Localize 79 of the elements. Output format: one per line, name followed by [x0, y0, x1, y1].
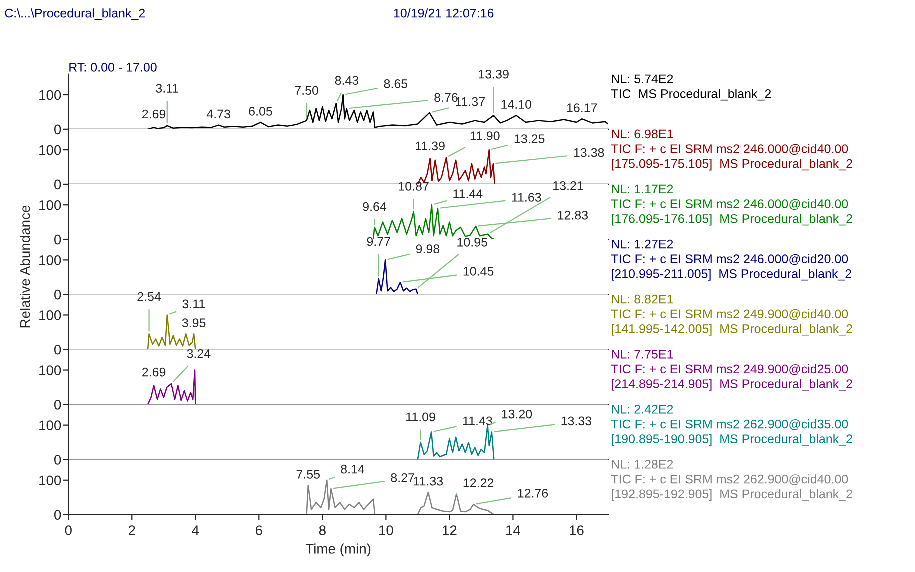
annotation: 2.69 [142, 110, 166, 119]
y-tick-label: 0 [54, 290, 62, 300]
line-series [417, 424, 495, 460]
text: NL: 1.27E2 TIC F: + c EI SRM ms2 246.000@cid20.00 [210.995-211.005] MS Procedural_blank_2 [611, 240, 852, 281]
annotation: 6.05 [249, 107, 272, 116]
text: NL: 6.98E1 TIC F: + c EI SRM ms2 246.000@cid40.00 [175.095-175.105] MS Procedural_blank_2 [611, 130, 852, 171]
x-tick-label: 14 [506, 526, 521, 536]
y-tick-label: 0 [54, 455, 62, 465]
annotation: 11.90 [470, 132, 500, 140]
y-tick-label: 100 [40, 90, 62, 100]
annotation: 13.38 [574, 148, 604, 158]
annotation: 13.25 [514, 134, 545, 144]
annotation: 8.27 [391, 474, 414, 482]
text: NL: 2.42E2 TIC F: + c EI SRM ms2 262.900@cid35.00 [190.895-190.905] MS Procedural_blank_2 [611, 405, 852, 446]
annotation: 10.87 [399, 182, 429, 191]
text: NL: 7.75E1 TIC F: + c EI SRM ms2 249.900@cid25.00 [214.895-214.905] MS Procedural_blank_2 [611, 350, 852, 391]
line-series [376, 260, 419, 295]
annotation: 12.22 [464, 478, 494, 488]
annotation: 3.95 [182, 318, 206, 328]
x-tick-label: 12 [443, 526, 457, 536]
annotation: 11.37 [456, 97, 485, 106]
annotation: 10.45 [464, 267, 494, 276]
annotation: 8.14 [341, 464, 365, 474]
annotation: 7.50 [295, 86, 318, 96]
annotation: 9.98 [416, 244, 440, 254]
annotation: 12.83 [558, 210, 588, 220]
text: NL: 1.17E2 TIC F: + c EI SRM ms2 246.000@cid40.00 [176.095-176.105] MS Procedural_blank_2 [611, 184, 852, 226]
x-tick-label: 10 [380, 526, 394, 536]
text: NL: 8.82E1 TIC F: + c EI SRM ms2 249.900@cid40.00 [141.995-142.005] MS Procedural_blank_2 [611, 294, 852, 336]
annotation: 13.33 [562, 416, 592, 426]
text: NL: 1.28E2 TIC F: + c EI SRM ms2 262.900@cid40.00 [192.895-192.905] MS Procedural_blank_2 [611, 460, 852, 502]
x-tick-label: 0 [65, 526, 72, 536]
x-tick-label: 2 [128, 526, 136, 536]
annotation: 11.09 [406, 412, 436, 422]
y-tick-label: 0 [54, 124, 62, 135]
annotation: 12.76 [518, 488, 548, 498]
annotation: 13.20 [502, 410, 532, 419]
annotation: 9.64 [363, 202, 387, 212]
y-tick-label: 100 [40, 476, 62, 486]
annotation: 11.33 [414, 476, 444, 486]
annotation: 2.69 [142, 368, 166, 377]
annotation: 4.73 [206, 110, 230, 119]
y-tick-label: 100 [40, 366, 62, 376]
x-tick-label: 8 [319, 526, 326, 536]
chart-title: C:\...\Procedural_blank_2 [5, 8, 145, 20]
annotation: 11.44 [454, 190, 483, 198]
y-tick-label: 100 [40, 200, 62, 210]
y-tick-label: 0 [54, 180, 62, 190]
annotation: 13.39 [479, 70, 509, 79]
annotation: 16.17 [567, 104, 598, 112]
chart-subtitle: 10/19/21 12:07:16 [394, 8, 494, 18]
x-tick-label: 16 [570, 526, 584, 536]
x-tick-label: 6 [256, 526, 262, 536]
x-axis-title: Time (min) [306, 544, 371, 557]
annotation: 9.77 [367, 237, 390, 246]
y-axis-title: Relative Abundance [20, 206, 30, 328]
annotation: 11.43 [463, 416, 492, 426]
series-label: NL: 5.74E2 TIC MS Procedural_blank_2 [611, 74, 772, 101]
text: RT: 0.00 - 17.00 [70, 63, 157, 72]
y-tick-label: 0 [54, 234, 62, 245]
y-tick-label: 100 [40, 310, 62, 320]
y-tick-label: 100 [40, 145, 62, 156]
annotation: 3.24 [187, 349, 211, 358]
annotation: 3.11 [156, 84, 178, 93]
y-tick-label: 100 [40, 256, 62, 266]
x-tick-label: 4 [192, 526, 200, 536]
y-tick-label: 0 [54, 510, 62, 520]
annotation: 8.43 [335, 76, 359, 86]
y-tick-label: 0 [54, 400, 62, 410]
annotation: 3.11 [182, 300, 206, 309]
annotation: 7.55 [296, 470, 320, 479]
annotation: 14.10 [502, 100, 532, 110]
annotation: 2.54 [138, 292, 162, 302]
annotation: 11.63 [512, 193, 542, 202]
annotation: 8.65 [384, 80, 408, 88]
y-tick-label: 100 [40, 420, 62, 431]
y-tick-label: 0 [54, 344, 62, 355]
annotation: 8.76 [434, 93, 458, 102]
annotation: 11.39 [416, 142, 445, 151]
